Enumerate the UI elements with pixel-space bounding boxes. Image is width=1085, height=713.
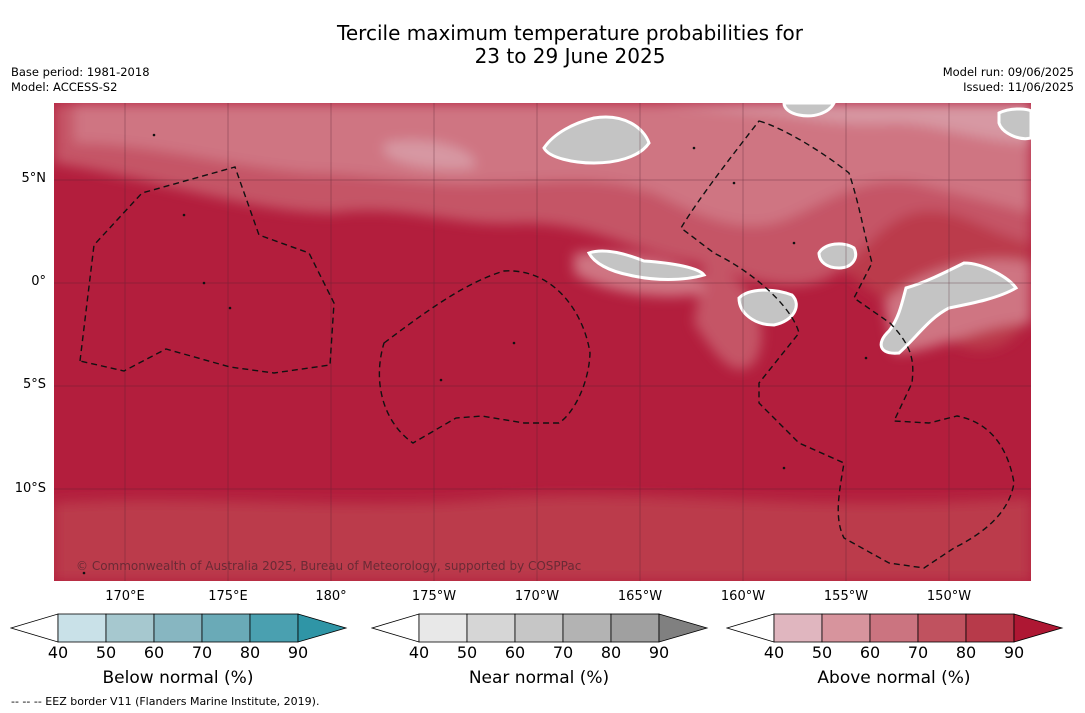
colorbar-segment [1013, 613, 1064, 643]
meta-right: Model run: 09/06/2025 Issued: 11/06/2025 [943, 65, 1074, 95]
eez-borders [79, 120, 1015, 569]
colorbar-segment [514, 613, 564, 643]
colorbar-tick-label: 80 [600, 643, 622, 662]
base-period: Base period: 1981-2018 [11, 65, 150, 79]
colorbar-segment [965, 613, 1015, 643]
colorbar-title: Below normal (%) [102, 668, 254, 688]
colorbar-tick-label: 80 [955, 643, 977, 662]
lon-label: 155°W [823, 589, 869, 604]
model-run: Model run: 09/06/2025 [942, 65, 1074, 79]
colorbar-tick-label: 70 [907, 643, 929, 662]
colorbar-segment [57, 613, 107, 643]
colorbar-tick-label: 40 [408, 643, 430, 662]
lon-label: 165°W [617, 589, 663, 604]
colorbar-tick-label: 80 [239, 643, 261, 662]
colorbar-above-normal [726, 613, 1064, 643]
meta-left: Base period: 1981-2018 Model: ACCESS-S2 [11, 65, 150, 95]
eez-border [680, 120, 1015, 569]
lon-label: 170°E [105, 589, 145, 604]
colorbar-tick-label: 60 [859, 643, 881, 662]
lat-label: 5°N [21, 171, 47, 186]
contour-70b [694, 263, 762, 370]
colorbar-segment [869, 613, 919, 643]
colorbar-tick-label: 60 [143, 643, 165, 662]
lat-label: 5°S [22, 377, 46, 392]
near-normal-areas [542, 103, 1031, 355]
colorbar-segment [726, 613, 775, 643]
colorbar-segment [153, 613, 203, 643]
map-title: Tercile maximum temperature probabilitie… [0, 22, 1085, 68]
colorbar-segment [105, 613, 155, 643]
colorbar-tick-label: 50 [456, 643, 478, 662]
lat-label: 10°S [14, 481, 46, 496]
colorbar-segment [297, 613, 348, 643]
colorbar-segment [658, 613, 709, 643]
colorbar-segment [10, 613, 59, 643]
lon-label: 180° [315, 589, 347, 604]
colorbar-tick-label: 40 [763, 643, 785, 662]
lon-label: 150°W [926, 589, 972, 604]
lon-label: 170°W [514, 589, 560, 604]
colorbar-segment [917, 613, 967, 643]
contour-50 [654, 103, 1031, 143]
colorbar-tick-label: 90 [287, 643, 309, 662]
colorbar-segment [249, 613, 299, 643]
near-normal-area [997, 107, 1031, 141]
near-normal-area [817, 242, 858, 270]
colorbar-segment [418, 613, 468, 643]
copyright-text: © Commonwealth of Australia 2025, Bureau… [76, 559, 581, 573]
issued-date: Issued: 11/06/2025 [963, 80, 1074, 94]
colorbar-segment [610, 613, 660, 643]
colorbar-tick-label: 60 [504, 643, 526, 662]
colorbar-title: Near normal (%) [468, 668, 610, 688]
colorbar-segment [466, 613, 516, 643]
colorbar-segment [562, 613, 612, 643]
eez-border [79, 166, 335, 374]
near-normal-area [586, 249, 707, 281]
probability-map: © Commonwealth of Australia 2025, Bureau… [54, 103, 1031, 581]
colorbar-title: Above normal (%) [817, 668, 971, 688]
colorbar-tick-label: 50 [95, 643, 117, 662]
contour-80b [54, 495, 1031, 581]
model-name: Model: ACCESS-S2 [11, 80, 118, 94]
near-normal-area [782, 103, 836, 118]
islands [82, 133, 868, 575]
colorbar-tick-label: 40 [47, 643, 69, 662]
eez-border [378, 270, 591, 444]
colorbar-tick-label: 90 [648, 643, 670, 662]
lon-label: 175°E [208, 589, 248, 604]
colorbar-segment [821, 613, 871, 643]
colorbar-tick-label: 50 [811, 643, 833, 662]
near-normal-area [542, 115, 651, 165]
colorbar-segment [201, 613, 251, 643]
title-line-1: Tercile maximum temperature probabilitie… [337, 21, 803, 45]
colorbar-tick-label: 90 [1003, 643, 1025, 662]
lon-label: 160°W [720, 589, 766, 604]
colorbar-near-normal [371, 613, 709, 643]
near-normal-area [737, 288, 798, 327]
colorbar-below-normal [10, 613, 348, 643]
eez-footnote: -- -- -- EEZ border V11 (Flanders Marine… [11, 695, 320, 708]
contour-60 [74, 103, 1031, 226]
contour-50b [384, 140, 476, 170]
lon-label: 175°W [411, 589, 457, 604]
lat-label: 0° [31, 274, 46, 289]
colorbar-segment [773, 613, 823, 643]
colorbar-tick-label: 70 [191, 643, 213, 662]
colorbar-segment [371, 613, 420, 643]
colorbar-tick-label: 70 [552, 643, 574, 662]
title-line-2: 23 to 29 June 2025 [474, 44, 666, 68]
